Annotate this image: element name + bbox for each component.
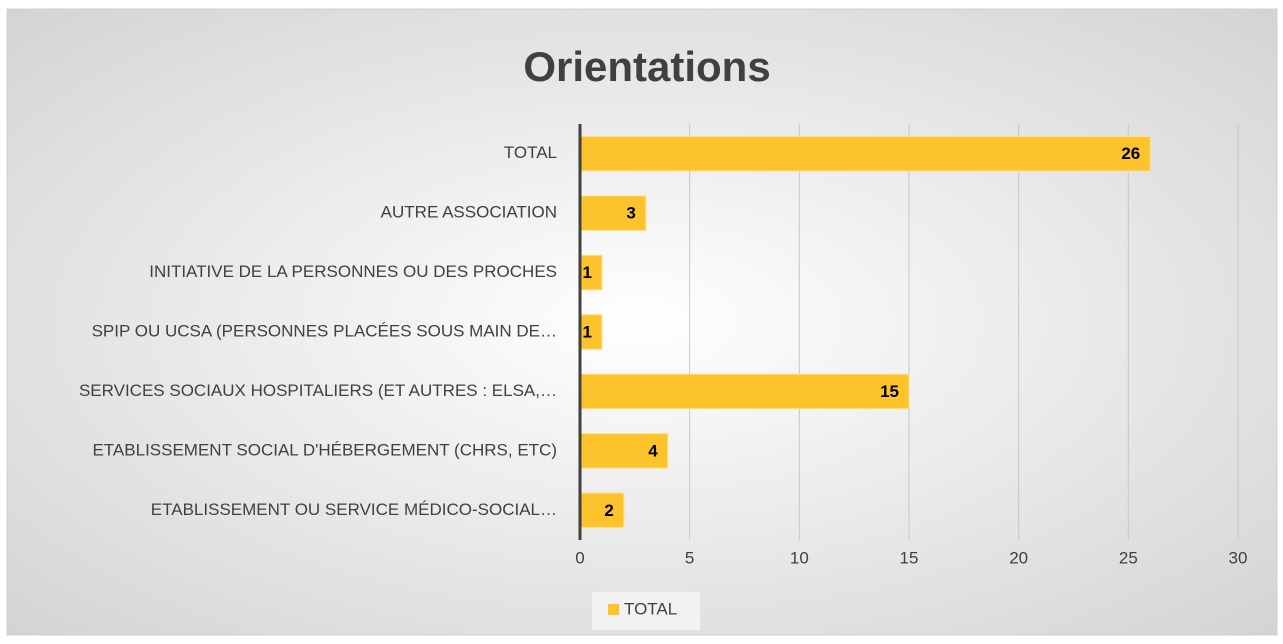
y-tick-label: SPIP OU UCSA (PERSONNES PLACÉES SOUS MAI…	[92, 321, 557, 340]
x-tick-label: 10	[790, 548, 809, 567]
y-tick-label: ETABLISSEMENT SOCIAL D'HÉBERGEMENT (CHRS…	[92, 440, 557, 459]
bar	[579, 195, 647, 231]
x-tick-label: 20	[1009, 548, 1028, 567]
y-tick-label: SERVICES SOCIAUX HOSPITALIERS (ET AUTRES…	[79, 381, 557, 400]
chart-title: Orientations	[523, 43, 770, 90]
x-tick-label: 25	[1119, 548, 1138, 567]
y-tick-label: INITIATIVE DE LA PERSONNES OU DES PROCHE…	[149, 262, 557, 281]
y-tick-label: TOTAL	[504, 143, 557, 162]
data-label: 4	[648, 441, 658, 460]
data-label: 3	[626, 204, 635, 223]
y-tick-label: AUTRE ASSOCIATION	[381, 203, 557, 222]
data-label: 1	[582, 263, 591, 282]
bar	[579, 433, 669, 469]
data-label: 1	[582, 322, 591, 341]
x-tick-label: 30	[1229, 548, 1248, 567]
data-label: 15	[880, 382, 899, 401]
x-tick-label: 5	[685, 548, 694, 567]
x-tick-label: 15	[900, 548, 919, 567]
bar	[579, 492, 625, 529]
data-label: 26	[1121, 144, 1140, 163]
data-label: 2	[604, 501, 613, 520]
chart-background	[6, 8, 1278, 636]
bar	[579, 135, 1151, 172]
y-tick-label: ETABLISSEMENT OU SERVICE MÉDICO-SOCIAL…	[151, 500, 557, 519]
bar	[579, 373, 910, 410]
legend-swatch	[608, 604, 619, 615]
legend-label: TOTAL	[624, 599, 677, 618]
x-tick-label: 0	[575, 548, 584, 567]
